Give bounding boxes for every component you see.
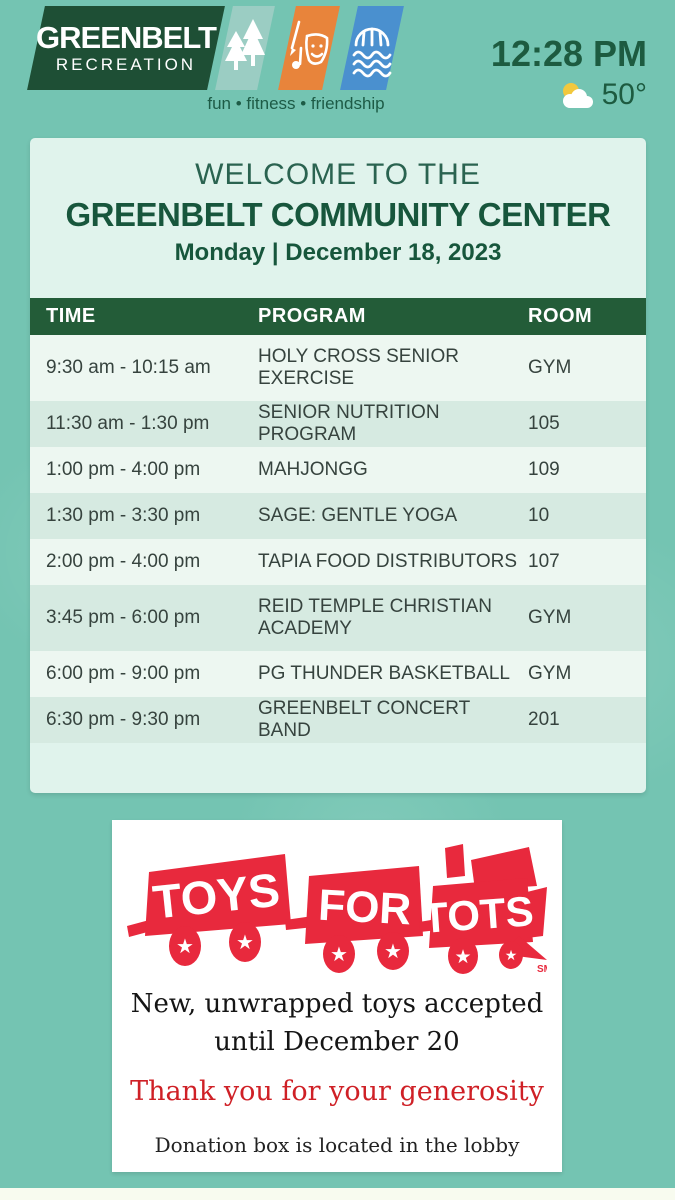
tots-word: TOTS [421,887,535,942]
toys-for-tots-train-logo: ★ ★ ★ ★ ★ ★ TOYS FOR TOTS SM [127,844,552,975]
room-cell: GYM [528,357,572,379]
arts-mask-brush-icon [278,6,340,90]
svg-text:★: ★ [505,948,518,964]
program-cell: HOLY CROSS SENIOR EXERCISE [258,346,459,389]
logo-title: GREENBELT [36,19,217,55]
schedule-card: WELCOME TO THE GREENBELT COMMUNITY CENTE… [30,138,646,793]
svg-text:★: ★ [454,946,471,968]
program-cell: SAGE: GENTLE YOGA [258,505,458,527]
time-cell: 3:45 pm - 6:00 pm [46,607,201,629]
toys-message-line1: New, unwrapped toys accepted [130,989,544,1019]
program-cell: PG THUNDER BASKETBALL [258,663,511,685]
greenbelt-recreation-logo: GREENBELT RECREATION [27,6,225,90]
welcome-heading: WELCOME TO THE [195,158,481,191]
service-mark: SM [537,964,547,975]
svg-text:★: ★ [236,930,254,954]
room-cell: 201 [528,709,560,731]
toys-for-tots-panel: ★ ★ ★ ★ ★ ★ TOYS FOR TOTS SM New, unwrap… [112,820,562,1172]
page-title: GREENBELT COMMUNITY CENTER [65,196,611,233]
pine-trees-icon [215,6,275,90]
time-cell: 2:00 pm - 4:00 pm [46,551,201,573]
svg-text:★: ★ [176,934,194,958]
partly-cloudy-icon [562,83,593,108]
schedule-table: TIME PROGRAM ROOM 9:30 am - 10:15 am HOLY… [30,298,646,743]
clock-time: 12:28 PM [490,33,647,74]
temperature: 50° [601,78,647,111]
aquatics-dome-waves-icon [340,6,404,90]
logo-subtitle: RECREATION [55,54,197,74]
date-line: Monday | December 18, 2023 [174,239,502,266]
time-cell: 9:30 am - 10:15 am [46,357,211,379]
table-row: 2:00 pm - 4:00 pm TAPIA FOOD DISTRIBUTORS… [30,539,646,585]
room-cell: 107 [528,551,560,573]
table-row: 3:45 pm - 6:00 pm REID TEMPLE CHRISTIAN A… [30,585,646,651]
for-word: FOR [317,881,412,935]
room-cell: GYM [528,607,572,629]
room-cell: 105 [528,413,560,435]
column-header-room: ROOM [528,305,593,327]
room-cell: 10 [528,505,550,527]
toys-thanks-line: Thank you for your generosity [130,1075,544,1107]
weather-widget: 50° [491,80,647,110]
room-cell: GYM [528,663,572,685]
clock-widget: 12:28 PM 50° [491,36,647,110]
time-cell: 1:00 pm - 4:00 pm [46,459,201,481]
table-row: 6:00 pm - 9:00 pm PG THUNDER BASKETBALL GY… [30,651,646,697]
welcome-block: WELCOME TO THE GREENBELT COMMUNITY CENTE… [30,138,646,267]
program-cell: TAPIA FOOD DISTRIBUTORS [258,551,517,573]
svg-text:★: ★ [330,942,348,966]
table-row: 1:30 pm - 3:30 pm SAGE: GENTLE YOGA 10 [30,493,646,539]
room-cell: 109 [528,459,560,481]
time-cell: 11:30 am - 1:30 pm [46,413,210,435]
table-row: 6:30 pm - 9:30 pm GREENBELT CONCERT BAND 2… [30,697,646,743]
table-header-row: TIME PROGRAM ROOM [30,298,646,335]
table-row: 1:00 pm - 4:00 pm MAHJONGG 109 [30,447,646,493]
toys-word: TOYS [150,863,282,929]
table-row: 9:30 am - 10:15 am HOLY CROSS SENIOR EXER… [30,335,646,401]
toys-donation-note: Donation box is located in the lobby [154,1132,520,1157]
bottom-strip [0,1188,675,1200]
table-body: 9:30 am - 10:15 am HOLY CROSS SENIOR EXER… [30,335,646,743]
svg-text:★: ★ [384,939,402,963]
program-cell: SENIOR NUTRITION PROGRAM [258,402,440,445]
time-cell: 6:00 pm - 9:00 pm [46,663,201,685]
program-cell: MAHJONGG [258,459,368,481]
time-cell: 6:30 pm - 9:30 pm [46,709,201,731]
program-cell: REID TEMPLE CHRISTIAN ACADEMY [258,596,493,639]
column-header-time: TIME [46,305,96,327]
program-cell: GREENBELT CONCERT BAND [258,698,470,741]
tagline: fun • fitness • friendship [207,94,385,113]
time-cell: 1:30 pm - 3:30 pm [46,505,201,527]
column-header-program: PROGRAM [258,305,366,327]
table-row: 11:30 am - 1:30 pm SENIOR NUTRITION PROGR… [30,401,646,447]
toys-message-line2: until December 20 [214,1026,460,1057]
header-bar: GREENBELT RECREATION [0,0,675,135]
